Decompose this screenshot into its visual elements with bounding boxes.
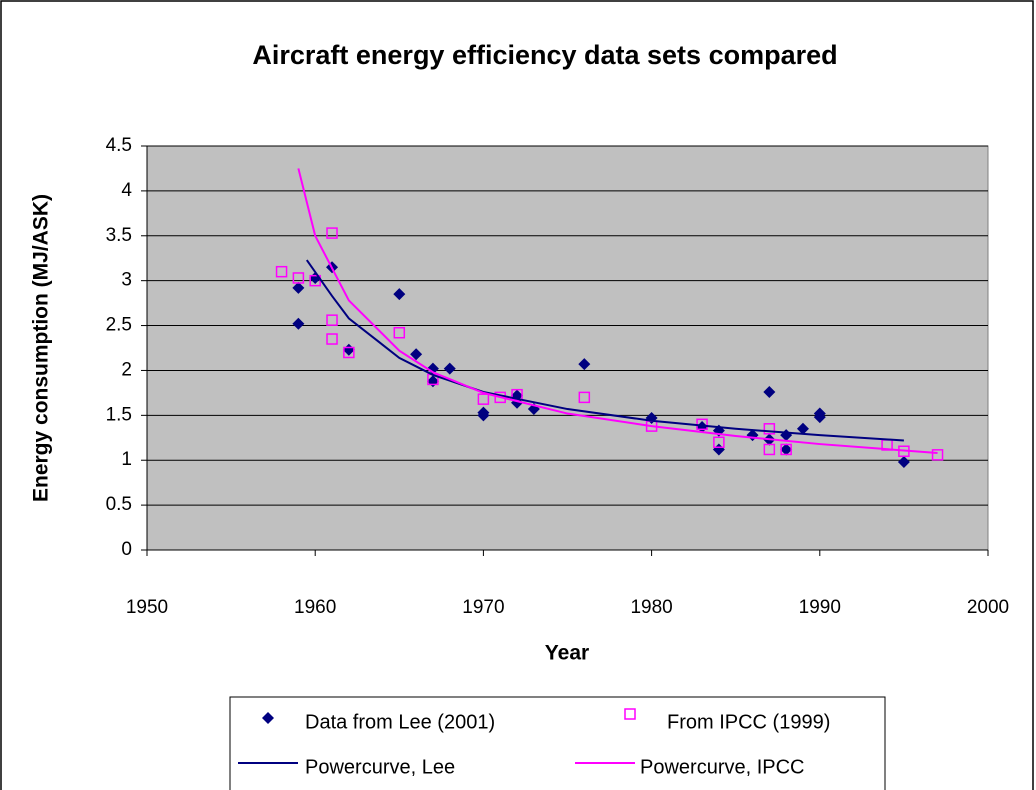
legend-label: Powercurve, IPCC bbox=[640, 756, 805, 778]
point bbox=[393, 326, 406, 339]
x-axis-label: Year bbox=[545, 642, 589, 665]
y-tick-label: 1 bbox=[121, 449, 132, 470]
legend-box bbox=[229, 696, 886, 790]
legend-label: Data from Lee (2001) bbox=[305, 711, 495, 733]
point bbox=[813, 411, 826, 424]
point bbox=[343, 346, 355, 359]
point bbox=[426, 362, 439, 375]
point bbox=[712, 443, 725, 456]
point bbox=[275, 265, 288, 278]
y-tick-label: 2 bbox=[121, 359, 132, 380]
y-tick-label: 2.5 bbox=[106, 315, 132, 336]
point bbox=[292, 281, 305, 294]
point bbox=[292, 272, 305, 284]
point bbox=[763, 443, 776, 456]
point bbox=[292, 317, 305, 330]
point bbox=[326, 333, 338, 345]
chart-title: Aircraft energy efficiency data sets com… bbox=[252, 40, 837, 70]
y-tick-label: 1.5 bbox=[106, 404, 132, 425]
y-tick-label: 4 bbox=[121, 180, 132, 201]
point bbox=[326, 227, 338, 239]
point bbox=[763, 385, 776, 398]
x-tick-label: 2000 bbox=[967, 597, 1009, 618]
point bbox=[713, 436, 725, 449]
point bbox=[931, 449, 944, 461]
point bbox=[443, 362, 456, 375]
y-axis-label: Energy consumption (MJ/ASK) bbox=[30, 194, 53, 502]
x-tick-label: 1950 bbox=[126, 597, 168, 618]
legend-label: From IPCC (1999) bbox=[667, 711, 830, 733]
y-tick-label: 0 bbox=[121, 539, 132, 560]
plot-area bbox=[146, 145, 989, 551]
y-tick-label: 3.5 bbox=[106, 225, 132, 246]
x-tick-label: 1980 bbox=[630, 597, 672, 618]
x-tick-label: 1970 bbox=[462, 597, 504, 618]
y-tick-label: 3 bbox=[121, 270, 132, 291]
trend-line bbox=[297, 168, 938, 455]
point bbox=[780, 443, 792, 456]
point bbox=[393, 288, 406, 301]
x-tick-label: 1960 bbox=[294, 597, 336, 618]
legend-label: Powercurve, Lee bbox=[305, 756, 455, 778]
point bbox=[477, 409, 490, 422]
y-tick-label: 4.5 bbox=[106, 135, 132, 156]
point bbox=[780, 443, 793, 456]
point bbox=[477, 393, 490, 405]
point bbox=[578, 391, 591, 404]
y-tick-label: 0.5 bbox=[106, 494, 132, 515]
point bbox=[897, 456, 910, 469]
point bbox=[410, 348, 423, 361]
point bbox=[578, 358, 591, 371]
x-tick-label: 1990 bbox=[799, 597, 841, 618]
legend-marker bbox=[624, 708, 636, 720]
point bbox=[796, 422, 809, 435]
point bbox=[763, 423, 776, 435]
legend-marker bbox=[262, 712, 274, 724]
point bbox=[326, 314, 338, 326]
